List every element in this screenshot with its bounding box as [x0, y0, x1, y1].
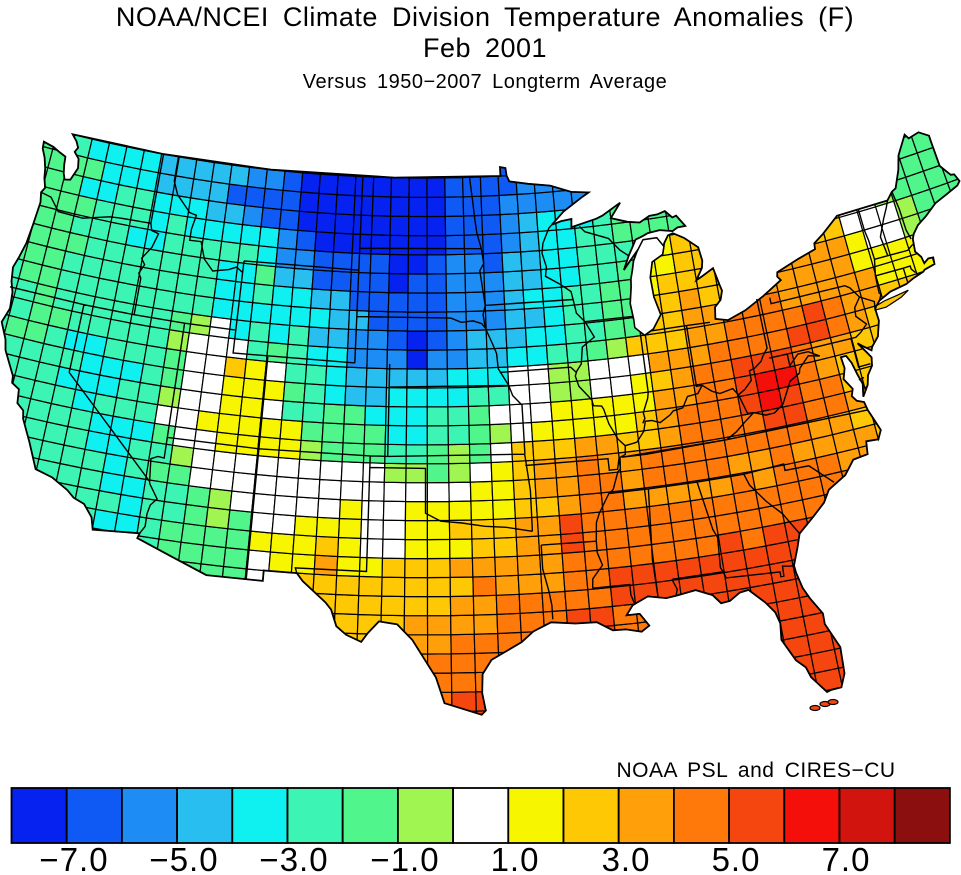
svg-text:NOAA/NCEI Climate Division Tem: NOAA/NCEI Climate Division Temperature A… [116, 2, 854, 32]
svg-text:NOAA PSL and CIRES−CU: NOAA PSL and CIRES−CU [616, 759, 895, 782]
svg-text:−5.0: −5.0 [149, 841, 218, 875]
svg-text:3.0: 3.0 [602, 841, 651, 875]
svg-text:5.0: 5.0 [712, 841, 761, 875]
svg-text:Versus 1950−2007 Longterm Aver: Versus 1950−2007 Longterm Average [303, 71, 668, 93]
svg-text:Feb 2001: Feb 2001 [423, 33, 547, 63]
svg-text:1.0: 1.0 [491, 841, 540, 875]
svg-text:−3.0: −3.0 [259, 841, 328, 875]
svg-text:−1.0: −1.0 [370, 841, 439, 875]
svg-text:−7.0: −7.0 [39, 841, 108, 875]
svg-text:7.0: 7.0 [822, 841, 871, 875]
